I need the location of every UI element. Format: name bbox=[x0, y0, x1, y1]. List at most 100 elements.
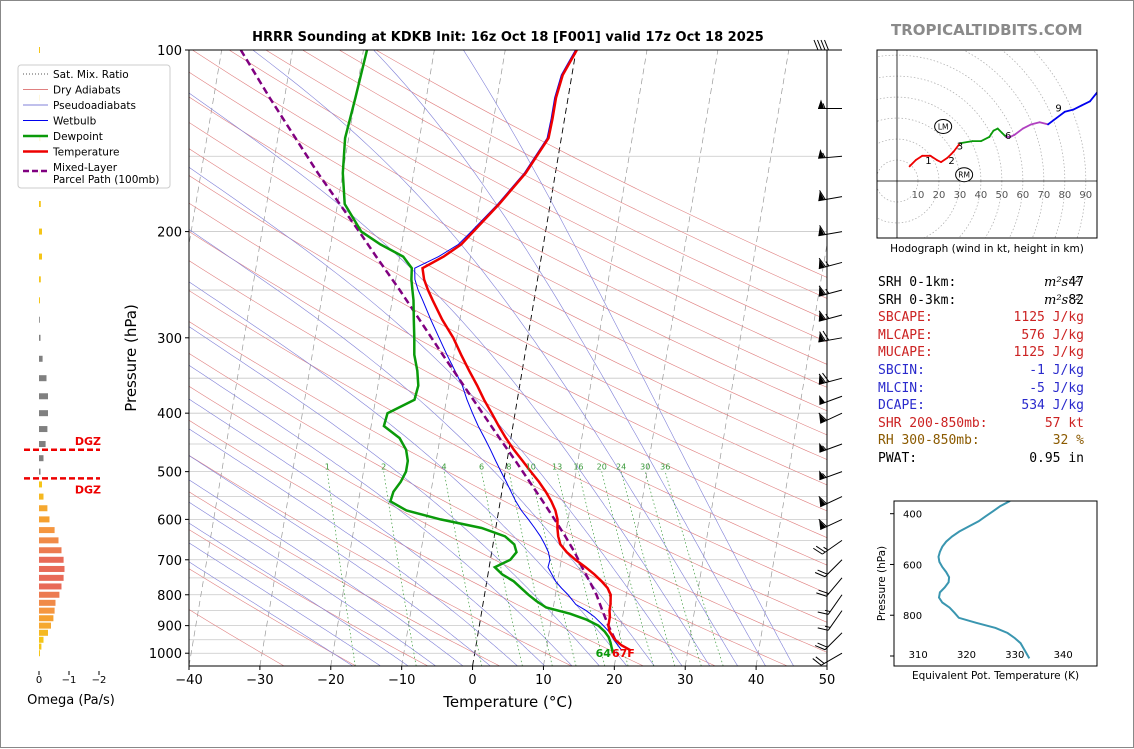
hodograph-segment bbox=[1023, 124, 1031, 128]
storm-motion-label: RM bbox=[958, 171, 970, 180]
wetbulb-line bbox=[415, 50, 622, 651]
parameter-label: SBCAPE: bbox=[878, 309, 933, 327]
hodograph-height-label: 2 bbox=[948, 156, 954, 167]
wind-barb bbox=[816, 404, 842, 423]
hodograph-segment bbox=[989, 131, 993, 137]
hodograph-ring-label: 10 bbox=[912, 190, 925, 201]
x-tick-label: −30 bbox=[246, 673, 273, 688]
wind-barb bbox=[816, 388, 842, 405]
wind-barb bbox=[816, 369, 842, 385]
pseudo-adiabat bbox=[129, 50, 710, 666]
hodograph-ring-label: 50 bbox=[996, 190, 1009, 201]
omega-bar bbox=[39, 47, 40, 53]
storm-motion-label: LM bbox=[938, 122, 949, 131]
omega-bar bbox=[39, 317, 40, 323]
omega-bar bbox=[39, 630, 48, 636]
theta-e-x-tick-label: 310 bbox=[909, 650, 928, 661]
omega-bar bbox=[39, 566, 65, 572]
x-tick-label: 20 bbox=[606, 673, 623, 688]
dry-adiabat bbox=[46, 50, 1134, 666]
hodograph-segment bbox=[1031, 122, 1039, 124]
wind-barb bbox=[814, 40, 842, 50]
isotherm bbox=[614, 50, 718, 666]
mixing-ratio-label: 16 bbox=[573, 463, 583, 472]
hodograph-segment bbox=[941, 158, 947, 162]
legend-entry: Temperature bbox=[52, 147, 120, 159]
parameter-value: 534 J/kg bbox=[996, 397, 1084, 415]
omega-bar bbox=[39, 650, 40, 656]
omega-bar bbox=[39, 583, 62, 589]
dry-adiabat bbox=[156, 50, 1134, 666]
omega-bar bbox=[39, 505, 47, 511]
wind-barb bbox=[813, 532, 842, 556]
omega-bar bbox=[39, 441, 46, 447]
pseudo-adiabat bbox=[374, 50, 766, 666]
chart-title: HRRR Sounding at KDKB Init: 16z Oct 18 [… bbox=[252, 30, 764, 45]
parameter-label: MLCIN: bbox=[878, 380, 925, 398]
y-tick-label: 400 bbox=[157, 407, 182, 422]
theta-e-x-tick-label: 340 bbox=[1054, 650, 1073, 661]
theta-e-line bbox=[939, 501, 1030, 658]
mixing-ratio-label: 13 bbox=[552, 463, 562, 472]
omega-bar bbox=[39, 455, 44, 461]
parameter-unit: m²s⁻² bbox=[1044, 274, 1080, 292]
hodograph-caption: Hodograph (wind in kt, height in km) bbox=[890, 243, 1084, 255]
omega-bar bbox=[39, 201, 41, 207]
omega-bar bbox=[39, 637, 44, 643]
omega-bar bbox=[39, 615, 53, 621]
dewpoint-line bbox=[343, 50, 613, 653]
omega-axis-label: Omega (Pa/s) bbox=[27, 693, 115, 708]
omega-bar bbox=[39, 644, 41, 650]
omega-tick-label: −2 bbox=[92, 675, 107, 686]
parameter-value: 1125 J/kg bbox=[996, 344, 1084, 362]
legend-entry: Sat. Mix. Ratio bbox=[53, 69, 129, 81]
wind-barb bbox=[818, 605, 842, 634]
theta-e-x-tick-label: 330 bbox=[1005, 650, 1024, 661]
parcel-path-line bbox=[241, 50, 615, 640]
omega-bar bbox=[39, 356, 43, 362]
omega-bar bbox=[39, 375, 47, 381]
parameter-label: DCAPE: bbox=[878, 397, 925, 415]
hodograph-segment bbox=[1040, 122, 1048, 124]
hodograph-ring-label: 40 bbox=[975, 190, 988, 201]
omega-bar bbox=[39, 537, 59, 543]
mixing-ratio-label: 2 bbox=[381, 463, 386, 472]
parameter-value: -5 J/kg bbox=[996, 380, 1084, 398]
parameter-label: RH 300-850mb: bbox=[878, 432, 980, 450]
legend-entry: Mixed-Layer bbox=[53, 162, 118, 174]
mixing-ratio-line bbox=[482, 472, 523, 666]
dry-adiabat bbox=[82, 50, 1134, 666]
mixing-ratio-line bbox=[665, 472, 723, 666]
hodograph-ring-label: 90 bbox=[1079, 190, 1092, 201]
surface-dewpoint-label: 64 bbox=[596, 647, 612, 660]
hodograph-ring-label: 80 bbox=[1058, 190, 1071, 201]
isotherm bbox=[685, 50, 789, 666]
surface-temperature-label: 67F bbox=[612, 647, 635, 660]
skewt-frame bbox=[189, 50, 827, 666]
parameter-label: SRH 0-3km: bbox=[878, 292, 956, 310]
omega-bar bbox=[39, 547, 62, 553]
hodograph-ring-label: 70 bbox=[1037, 190, 1050, 201]
theta-e-y-axis-label: Pressure (hPa) bbox=[876, 546, 888, 621]
mixing-ratio-label: 30 bbox=[640, 463, 650, 472]
isotherm bbox=[1, 50, 9, 666]
omega-bar bbox=[39, 575, 64, 581]
mixing-ratio-label: 6 bbox=[479, 463, 484, 472]
y-tick-label: 600 bbox=[157, 513, 182, 528]
legend-entry: Parcel Path (100mb) bbox=[53, 174, 159, 186]
omega-tick-label: 0 bbox=[36, 675, 42, 686]
wind-barb bbox=[816, 305, 842, 321]
theta-e-y-tick-label: 400 bbox=[903, 510, 922, 521]
y-tick-label: 200 bbox=[157, 226, 182, 241]
omega-bar bbox=[39, 600, 56, 606]
omega-bar bbox=[39, 557, 64, 563]
mixing-ratio-label: 1 bbox=[325, 463, 330, 472]
parameter-label: MUCAPE: bbox=[878, 344, 933, 362]
omega-tick-label: −1 bbox=[62, 675, 77, 686]
x-tick-label: −40 bbox=[175, 673, 202, 688]
x-tick-label: 40 bbox=[748, 673, 765, 688]
